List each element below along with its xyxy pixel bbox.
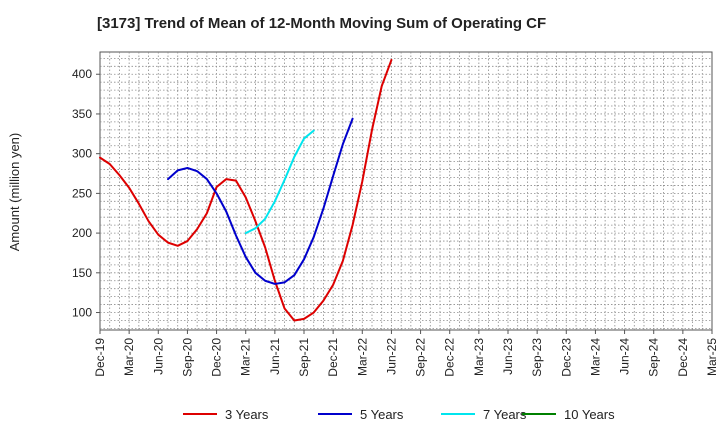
x-tick-label: Mar-24 — [588, 338, 602, 376]
x-tick-label: Dec-22 — [443, 338, 457, 377]
x-tick-label: Sep-24 — [647, 338, 661, 377]
legend-label: 3 Years — [225, 407, 269, 422]
y-tick-label: 350 — [72, 107, 92, 121]
x-tick-label: Dec-20 — [210, 338, 224, 377]
x-tick-label: Jun-21 — [268, 338, 282, 375]
x-axis-ticks: Dec-19 Mar-20 Jun-20 Sep-20 Dec-20 Mar-21 Jun-… — [93, 330, 719, 377]
legend-label: 7 Years — [483, 407, 527, 422]
x-tick-label: Jun-24 — [618, 338, 632, 375]
x-tick-label: Mar-21 — [239, 338, 253, 376]
y-tick-label: 300 — [72, 147, 92, 161]
x-tick-label: Mar-25 — [705, 338, 719, 376]
y-tick-label: 100 — [72, 306, 92, 320]
x-tick-label: Mar-22 — [355, 338, 369, 376]
x-tick-label: Sep-22 — [414, 338, 428, 377]
x-tick-label: Dec-21 — [326, 338, 340, 377]
x-tick-label: Jun-22 — [384, 338, 398, 375]
series-line-5-years — [167, 117, 354, 285]
grid — [100, 52, 712, 330]
x-tick-label: Mar-23 — [472, 338, 486, 376]
chart-title: [3173] Trend of Mean of 12-Month Moving … — [97, 15, 546, 32]
x-tick-label: Dec-23 — [559, 338, 573, 377]
series-line-3-years — [99, 58, 393, 322]
x-tick-label: Sep-20 — [180, 338, 194, 377]
x-tick-label: Dec-19 — [93, 338, 107, 377]
legend: 3 Years 5 Years 7 Years 10 Years — [183, 407, 615, 422]
legend-label: 10 Years — [564, 407, 615, 422]
legend-label: 5 Years — [360, 407, 404, 422]
x-tick-label: Jun-20 — [151, 338, 165, 375]
x-tick-label: Jun-23 — [501, 338, 515, 375]
x-tick-label: Sep-21 — [297, 338, 311, 377]
y-tick-label: 250 — [72, 186, 92, 200]
y-axis-label: Amount (million yen) — [7, 133, 22, 252]
x-tick-label: Mar-20 — [122, 338, 136, 376]
y-axis-ticks: 100 150 200 250 300 350 400 — [72, 67, 100, 320]
y-tick-label: 400 — [72, 67, 92, 81]
y-tick-label: 150 — [72, 266, 92, 280]
x-tick-label: Dec-24 — [676, 338, 690, 377]
y-tick-label: 200 — [72, 226, 92, 240]
x-tick-label: Sep-23 — [530, 338, 544, 377]
series-lines — [99, 58, 393, 322]
series-line-7-years — [244, 129, 315, 235]
